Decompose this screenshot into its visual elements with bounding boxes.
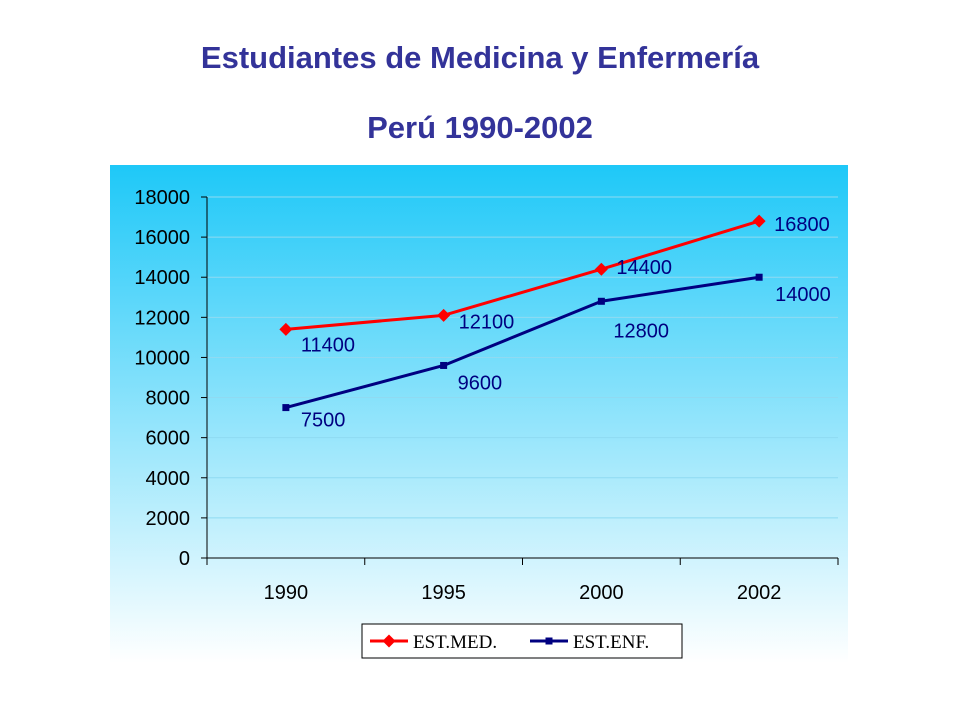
data-label: 14400 [616, 257, 672, 279]
data-point-marker [752, 214, 766, 228]
y-tick-label: 8000 [146, 388, 191, 410]
y-tick-label: 6000 [146, 428, 191, 450]
chart-area [110, 165, 848, 663]
data-label: 14000 [775, 284, 831, 306]
y-tick-label: 16000 [134, 227, 190, 249]
legend-label: EST.MED. [413, 632, 497, 653]
data-point-marker [437, 308, 451, 322]
y-tick-label: 10000 [134, 347, 190, 369]
data-point-marker [282, 404, 290, 412]
y-tick-label: 14000 [134, 267, 190, 289]
legend-label: EST.ENF. [573, 632, 649, 653]
legend-box [361, 623, 683, 659]
y-tick-label: 12000 [134, 307, 190, 329]
data-label: 12100 [459, 311, 515, 333]
legend: EST.MED. EST.ENF. [361, 623, 683, 659]
y-tick-label: 0 [179, 548, 190, 570]
data-label: 16800 [774, 214, 830, 236]
y-tick-label: 4000 [146, 468, 191, 490]
data-label: 7500 [301, 410, 346, 432]
series-line-0 [285, 219, 760, 331]
data-label: 9600 [458, 372, 503, 394]
chart-subtitle: Perú 1990-2002 [367, 110, 593, 145]
data-point-marker [597, 297, 605, 305]
legend-marker [545, 637, 553, 645]
x-tick-label: 2002 [737, 582, 782, 604]
y-tick-label: 18000 [134, 187, 190, 209]
y-tick-label: 2000 [146, 508, 191, 530]
x-tick-label: 1990 [264, 582, 309, 604]
series-line-1 [285, 275, 760, 410]
data-point-marker [279, 322, 293, 336]
data-label: 11400 [301, 334, 355, 356]
chart-title: Estudiantes de Medicina y Enfermería [200, 40, 760, 75]
x-tick-label: 1995 [421, 582, 466, 604]
data-point-marker [440, 361, 448, 369]
x-tick-label: 2000 [579, 582, 624, 604]
legend-marker [382, 634, 396, 648]
data-label: 12800 [613, 320, 669, 342]
data-point-marker [594, 262, 608, 276]
data-point-marker [755, 273, 763, 281]
